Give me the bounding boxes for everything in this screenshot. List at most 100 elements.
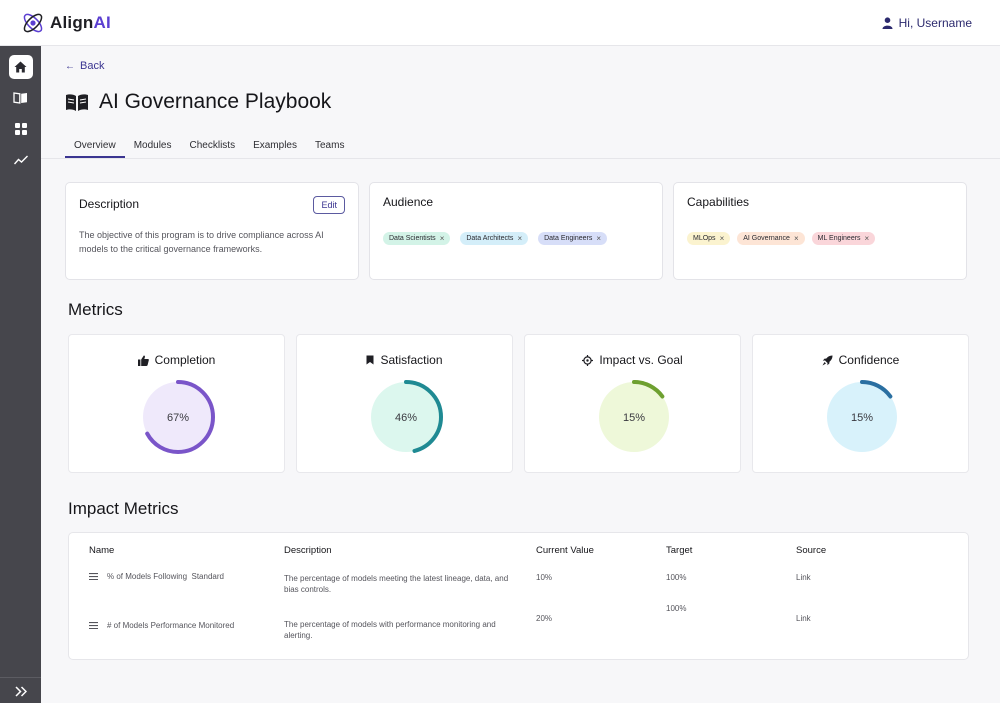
column-header-source: Source (796, 545, 827, 556)
drag-handle-icon[interactable] (89, 573, 98, 580)
tab-checklists[interactable]: Checklists (189, 140, 236, 151)
sidebar-item-playbooks[interactable] (9, 86, 33, 110)
chip-label: Data Engineers (544, 235, 593, 242)
sidebar-item-home[interactable] (8, 55, 33, 79)
gauge-progress-arc (141, 380, 215, 454)
back-link[interactable]: ← Back (65, 60, 104, 72)
thumbs-up-icon (137, 355, 149, 366)
sidebar-item-dashboard[interactable] (9, 117, 33, 141)
gauge-value: 15% (623, 412, 645, 424)
chip-ai-governance: AI Governance × (737, 232, 805, 245)
user-greeting: Hi, Username (898, 15, 972, 30)
chip-mlops: MLOps × (687, 232, 731, 245)
row-description: The percentage of models with performanc… (284, 620, 496, 640)
gauge-value: 15% (851, 412, 873, 424)
description-title: Description (79, 197, 140, 211)
tab-overview[interactable]: Overview (65, 140, 125, 158)
satisfaction-gauge: 46% (369, 380, 443, 454)
metric-label: Completion (154, 353, 216, 367)
target-icon (582, 354, 594, 366)
sidebar-expand[interactable] (0, 677, 41, 697)
column-header-current-value: Current Value (536, 545, 594, 556)
row-target: 100% (666, 604, 687, 613)
tab-teams[interactable]: Teams (314, 140, 345, 151)
trend-icon (13, 155, 28, 165)
impact-metrics-title: Impact Metrics (68, 499, 179, 518)
chip-label: Data Architects (466, 235, 514, 242)
column-header-description: Description (284, 545, 332, 556)
capabilities-title: Capabilities (687, 195, 750, 209)
chip-data-scientists: Data Scientists × (383, 232, 451, 245)
audience-card: Audience Data Scientists × Data Architec… (369, 182, 663, 280)
metric-card-impact-vs-goal: Impact vs. Goal 15% (524, 334, 741, 473)
row-target: 100% (666, 573, 687, 582)
gauge-background (143, 382, 213, 452)
metrics-title: Metrics (68, 300, 123, 319)
remove-chip-icon[interactable]: × (596, 233, 602, 243)
metric-label: Confidence (838, 353, 900, 367)
tab-bar: Overview Modules Checklists Examples Tea… (65, 140, 353, 159)
row-current-value: 20% (536, 614, 553, 623)
chip-data-architects: Data Architects × (460, 232, 529, 245)
tab-modules[interactable]: Modules (133, 140, 172, 151)
metric-header: Completion (69, 353, 284, 367)
metric-header: Impact vs. Goal (525, 353, 740, 367)
completion-gauge: 67% (141, 380, 215, 454)
impact-metrics-table: Name Description Current Value Target So… (68, 532, 969, 660)
book-icon (13, 92, 27, 104)
tab-divider (41, 158, 1000, 159)
chip-label: ML Engineers (817, 235, 861, 242)
grid-icon (14, 123, 27, 135)
metric-card-confidence: Confidence 15% (752, 334, 969, 473)
description-text: The objective of this program is to driv… (79, 230, 324, 254)
top-bar: AlignAI Hi, Username (0, 0, 1000, 46)
remove-chip-icon[interactable]: × (864, 233, 870, 243)
audience-title: Audience (383, 195, 434, 209)
brand-name-part2: AI (93, 12, 111, 32)
row-name: # of Models Performance Monitored (107, 621, 235, 630)
gauge-background (599, 382, 669, 452)
open-book-icon (66, 93, 88, 111)
gauge-background (827, 382, 897, 452)
chip-ml-engineers: ML Engineers × (811, 232, 876, 245)
edit-button[interactable]: Edit (313, 196, 345, 214)
remove-chip-icon[interactable]: × (439, 233, 445, 243)
page-title: AI Governance Playbook (99, 90, 332, 113)
column-header-target: Target (666, 545, 693, 556)
description-card: Description Edit The objective of this p… (65, 182, 359, 280)
chip-data-engineers: Data Engineers × (538, 232, 608, 245)
gauge-value: 67% (167, 412, 189, 424)
arrow-left-icon: ← (65, 60, 75, 72)
metric-card-completion: Completion 67% (68, 334, 285, 473)
double-chevron-right-icon (14, 686, 27, 697)
remove-chip-icon[interactable]: × (719, 233, 725, 243)
row-current-value: 10% (536, 573, 553, 582)
row-source-link[interactable]: Link (796, 573, 811, 582)
sidebar-item-analytics[interactable] (9, 148, 33, 172)
audience-chips: Data Scientists × Data Architects × Data… (383, 232, 608, 245)
row-source-link[interactable]: Link (796, 614, 811, 623)
capabilities-card: Capabilities MLOps × AI Governance × ML … (673, 182, 967, 280)
metric-label: Satisfaction (380, 353, 443, 367)
chip-label: MLOps (693, 235, 716, 242)
bookmark-icon (366, 355, 374, 365)
remove-chip-icon[interactable]: × (793, 233, 799, 243)
confidence-gauge: 15% (825, 380, 899, 454)
brand-name: AlignAI (50, 13, 111, 33)
main-content: ← Back AI Governance Playbook Overview M… (41, 46, 1000, 703)
page-header: AI Governance Playbook (65, 90, 331, 114)
capabilities-chips: MLOps × AI Governance × ML Engineers × (687, 232, 876, 245)
back-label: Back (80, 60, 105, 72)
tab-examples[interactable]: Examples (253, 140, 297, 151)
chip-label: Data Scientists (389, 235, 436, 242)
brand-logo[interactable]: AlignAI (20, 10, 111, 36)
gauge-background (371, 382, 441, 452)
remove-chip-icon[interactable]: × (517, 233, 523, 243)
user-menu[interactable]: Hi, Username (882, 16, 972, 30)
drag-handle-icon[interactable] (89, 622, 98, 629)
gauge-progress-arc (597, 380, 671, 454)
gauge-progress-arc (369, 380, 443, 454)
row-name: % of Models Following Standard (107, 572, 224, 581)
rocket-icon (822, 355, 833, 365)
home-icon (14, 61, 27, 73)
